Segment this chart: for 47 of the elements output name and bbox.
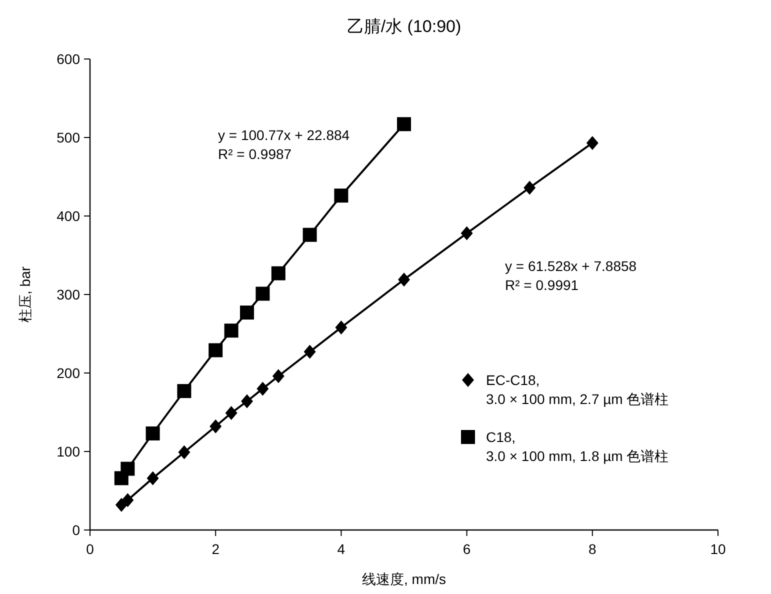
point: [122, 493, 134, 508]
y-axis-title: 柱压, bar: [17, 266, 33, 323]
point: [304, 344, 316, 359]
point: [398, 272, 410, 287]
point: [178, 445, 190, 460]
annotation: y = 61.528x + 7.8858: [505, 258, 637, 274]
y-tick-label: 600: [56, 51, 80, 67]
x-tick-label: 2: [212, 541, 220, 557]
point: [524, 180, 536, 195]
point: [271, 266, 286, 280]
y-tick-label: 500: [56, 130, 80, 146]
x-tick-label: 0: [86, 541, 94, 557]
x-axis-title: 线速度, mm/s: [362, 571, 446, 587]
annotation: y = 100.77x + 22.884: [218, 127, 350, 143]
y-tick-label: 400: [56, 208, 80, 224]
y-tick-label: 100: [56, 444, 80, 460]
point: [272, 369, 284, 384]
point: [240, 306, 254, 320]
point: [302, 228, 317, 242]
point: [208, 343, 223, 358]
x-tick-label: 10: [710, 541, 726, 557]
point: [256, 382, 269, 396]
point: [397, 117, 411, 132]
legend-label: EC-C18, 3.0 × 100 mm, 2.7 µm 色谱柱: [486, 372, 669, 407]
chart-title: 乙腈/水 (10:90): [346, 17, 462, 36]
point: [177, 384, 192, 398]
annotation: R² = 0.9991: [505, 277, 579, 293]
point: [225, 406, 238, 420]
point: [210, 419, 222, 434]
point: [334, 188, 348, 203]
point: [120, 462, 135, 476]
x-tick-label: 6: [462, 541, 471, 557]
point: [335, 320, 348, 334]
y-tick-label: 200: [56, 365, 80, 381]
point: [146, 426, 160, 440]
point: [241, 394, 253, 408]
point: [256, 286, 270, 301]
x-tick-label: 8: [588, 541, 596, 557]
annotation: R² = 0.9987: [218, 146, 292, 162]
point: [586, 136, 598, 150]
y-tick-label: 0: [72, 522, 80, 538]
y-tick-label: 300: [56, 286, 80, 302]
x-tick-label: 4: [337, 541, 346, 557]
point: [224, 324, 238, 338]
legend-label: C18, 3.0 × 100 mm, 1.8 µm 色谱柱: [486, 429, 669, 464]
point: [146, 471, 159, 486]
point: [460, 226, 473, 240]
